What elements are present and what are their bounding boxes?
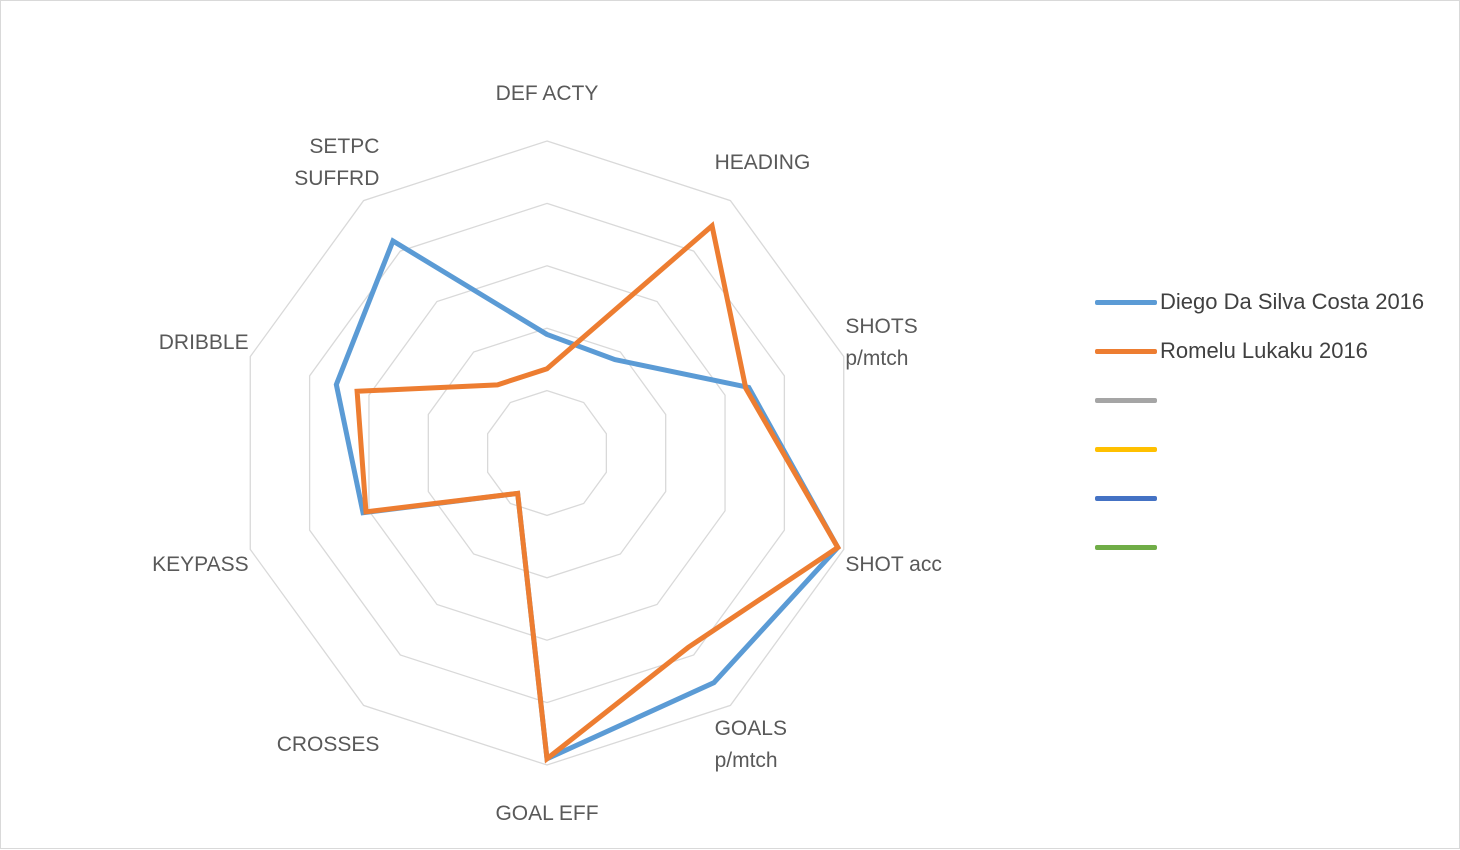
legend-item xyxy=(1091,479,1451,528)
legend-swatch xyxy=(1095,349,1157,354)
axis-label-6: GOAL EFF xyxy=(495,802,598,825)
legend-item xyxy=(1091,381,1451,430)
axis-label-8: KEYPASS xyxy=(152,553,249,576)
axis-label-1: DEF ACTY xyxy=(496,82,599,105)
legend-swatch xyxy=(1095,447,1157,452)
legend-item xyxy=(1091,430,1451,479)
grid-ring-5 xyxy=(249,140,845,766)
legend-item: Diego Da Silva Costa 2016 xyxy=(1091,283,1451,332)
axis-label-line: GOAL EFF xyxy=(495,802,598,825)
series-line-2 xyxy=(354,221,842,764)
grid-ring-3 xyxy=(368,265,726,641)
legend-swatch xyxy=(1095,300,1157,305)
grid-ring-4 xyxy=(308,202,786,704)
legend-item xyxy=(1091,528,1451,577)
axis-label-4: SHOT acc xyxy=(845,553,941,576)
axis-label-line: SUFFRD xyxy=(294,167,379,190)
axis-label-line: SETPC xyxy=(309,135,379,158)
axis-label-2: HEADING xyxy=(715,151,811,174)
legend-swatch xyxy=(1095,398,1157,403)
legend-swatch xyxy=(1095,496,1157,501)
legend-item: Romelu Lukaku 2016 xyxy=(1091,332,1451,381)
grid-ring-2 xyxy=(427,327,667,579)
axis-label-line: CROSSES xyxy=(277,733,380,756)
axis-label-line: KEYPASS xyxy=(152,553,249,576)
axis-label-line: HEADING xyxy=(715,151,811,174)
axis-labels: DEF ACTY HEADING SHOTS p/mtch SHOT acc GOALS p… xyxy=(152,82,942,825)
axis-label-line: DEF ACTY xyxy=(496,82,599,105)
legend: Diego Da Silva Costa 2016 Romelu Lukaku 2… xyxy=(1091,283,1451,577)
axis-label-9: DRIBBLE xyxy=(159,331,249,354)
legend-swatch xyxy=(1095,545,1157,550)
grid-ring-1 xyxy=(487,389,607,517)
axis-label-3: SHOTS p/mtch xyxy=(845,315,917,370)
radar-grid xyxy=(249,140,845,766)
axis-label-line: p/mtch xyxy=(715,749,778,772)
legend-label: Romelu Lukaku 2016 xyxy=(1160,338,1368,363)
axis-label-line: GOALS xyxy=(715,717,787,740)
axis-label-line: p/mtch xyxy=(845,347,908,370)
axis-label-line: SHOT acc xyxy=(845,553,941,576)
axis-label-line: DRIBBLE xyxy=(159,331,249,354)
axis-label-line: SHOTS xyxy=(845,315,917,338)
axis-label-5: GOALS p/mtch xyxy=(715,717,787,772)
axis-label-10: SETPC SUFFRD xyxy=(294,135,379,190)
axis-label-7: CROSSES xyxy=(277,733,380,756)
legend-label: Diego Da Silva Costa 2016 xyxy=(1160,289,1425,314)
radar-chart: DEF ACTY HEADING SHOTS p/mtch SHOT acc GOALS p… xyxy=(152,82,942,825)
radar-series xyxy=(333,221,842,764)
